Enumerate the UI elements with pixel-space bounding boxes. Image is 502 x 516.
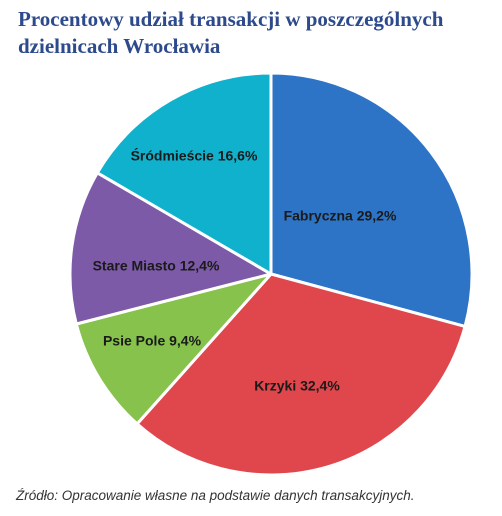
pie-chart: Fabryczna 29,2% Krzyki 32,4% Psie Pole 9,4…	[68, 71, 474, 477]
slice-label-stare-miasto: Stare Miasto 12,4%	[93, 258, 220, 274]
slice-label-fabryczna: Fabryczna 29,2%	[284, 208, 397, 224]
pie-slice-fabryczna	[269, 71, 474, 328]
pie-slice-stare-miasto	[68, 171, 273, 326]
slice-label-krzyki: Krzyki 32,4%	[254, 378, 340, 394]
pie-slice-krzyki	[135, 272, 467, 477]
chart-title: Procentowy udział transakcji w poszczegó…	[18, 7, 444, 58]
pie-slice-srodmiescie	[95, 71, 273, 276]
source-note: Źródło: Opracowanie własne na podstawie …	[16, 488, 415, 503]
slice-label-srodmiescie: Śródmieście 16,6%	[131, 147, 258, 164]
pie-slice-psie-pole	[74, 272, 273, 426]
slice-label-psie-pole: Psie Pole 9,4%	[103, 333, 202, 349]
